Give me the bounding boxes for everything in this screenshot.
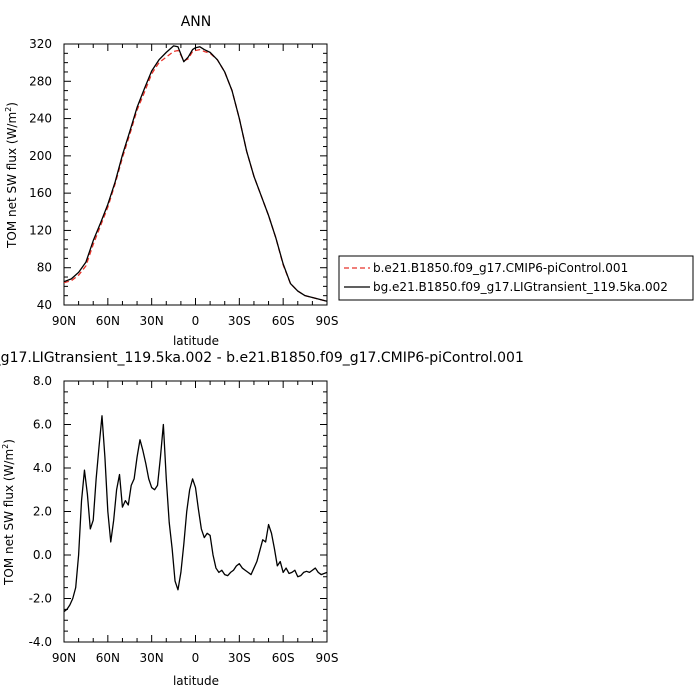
- bottom-plot-frame: [63, 380, 328, 643]
- y-tick-label: 240: [29, 112, 52, 126]
- top-panel: ANN 90N 60N 30N 0 30S 60S 90S 40 80 120 160 200 240 2…: [4, 14, 338, 348]
- legend: b.e21.B1850.f09_g17.CMIP6-piControl.001 …: [338, 255, 694, 301]
- x-tick-label: 0: [192, 314, 200, 328]
- y-tick-label: 4.0: [33, 461, 52, 475]
- x-tick-label: 30S: [228, 314, 251, 328]
- x-tick-label: 0: [192, 651, 200, 665]
- bottom-panel: bg.e21.B1850.f09_g17.LIGtransient_119.5k…: [0, 350, 524, 688]
- y-tick-label: 2.0: [33, 505, 52, 519]
- x-tick-label: 90S: [316, 651, 339, 665]
- bottom-chart-title: bg.e21.B1850.f09_g17.LIGtransient_119.5k…: [0, 350, 524, 366]
- y-tick-label: 0.0: [33, 548, 52, 562]
- y-tick-label: 8.0: [33, 374, 52, 388]
- x-tick-label: 90S: [316, 314, 339, 328]
- bottom-axis-ticks: 90N 60N 30N 0 30S 60S 90S -4.0 -2.0 0.0 2.0 4.0 6.0 8…: [29, 374, 339, 665]
- y-tick-label: -2.0: [29, 592, 52, 606]
- top-x-axis-label: latitude: [173, 334, 219, 348]
- legend-label-control: b.e21.B1850.f09_g17.CMIP6-piControl.001: [373, 261, 628, 275]
- x-tick-label: 60S: [272, 314, 295, 328]
- top-axis-ticks: 90N 60N 30N 0 30S 60S 90S 40 80 120 160 200 240 280 32…: [29, 37, 338, 328]
- bottom-series-lines: [63, 415, 328, 613]
- x-tick-label: 60N: [96, 651, 120, 665]
- top-series-lines: [63, 45, 328, 302]
- x-tick-label: 90N: [52, 651, 76, 665]
- y-tick-label: 200: [29, 149, 52, 163]
- top-chart-title: ANN: [181, 14, 212, 30]
- top-plot-frame: [63, 43, 328, 306]
- x-tick-label: 90N: [52, 314, 76, 328]
- bottom-series-line-0: [63, 415, 328, 613]
- x-tick-label: 30N: [140, 314, 164, 328]
- y-tick-label: 40: [37, 298, 52, 312]
- y-tick-label: 160: [29, 186, 52, 200]
- legend-box: [338, 255, 694, 301]
- y-tick-label: -4.0: [29, 635, 52, 649]
- bottom-y-axis-label: TOM net SW flux (W/m2): [1, 439, 16, 586]
- legend-label-lig: bg.e21.B1850.f09_g17.LIGtransient_119.5k…: [373, 280, 668, 294]
- y-tick-label: 120: [29, 223, 52, 237]
- y-tick-label: 280: [29, 74, 52, 88]
- y-tick-label: 320: [29, 37, 52, 51]
- y-tick-label: 6.0: [33, 418, 52, 432]
- x-tick-label: 60S: [272, 651, 295, 665]
- top-y-axis-label: TOM net SW flux (W/m2): [4, 102, 19, 249]
- x-tick-label: 60N: [96, 314, 120, 328]
- y-tick-label: 80: [37, 261, 52, 275]
- x-tick-label: 30S: [228, 651, 251, 665]
- x-tick-label: 30N: [140, 651, 164, 665]
- top-series-line-0: [63, 48, 328, 302]
- top-series-line-1: [63, 45, 328, 302]
- bottom-x-axis-label: latitude: [173, 674, 219, 688]
